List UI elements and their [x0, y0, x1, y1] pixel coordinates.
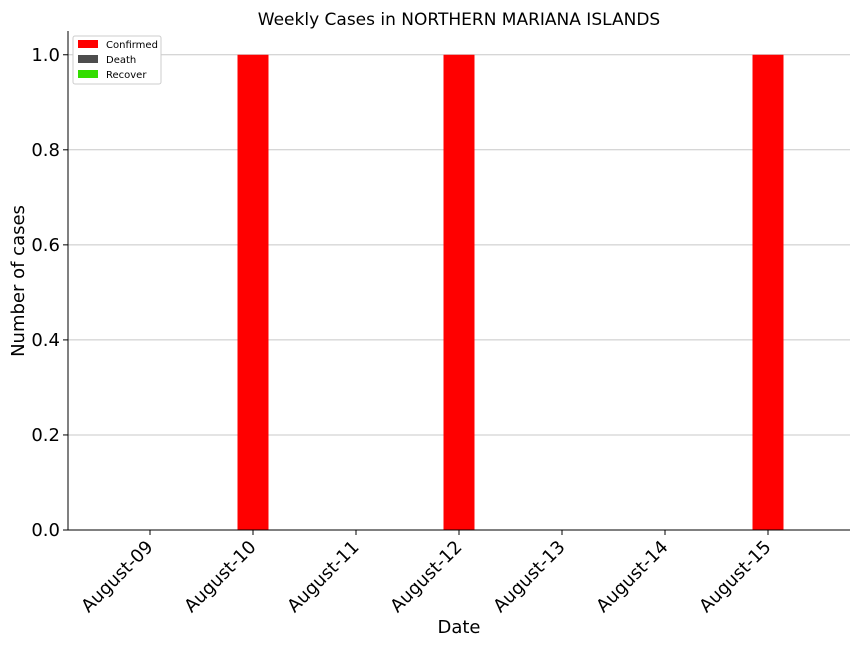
bar-confirmed-august-12 [443, 54, 475, 531]
bars [237, 54, 784, 531]
legend-label-confirmed: Confirmed [106, 40, 158, 51]
x-axis-label: Date [437, 617, 480, 638]
legend-swatch-recover [78, 70, 98, 78]
x-tick-label: August-15 [695, 537, 775, 617]
x-tick-label: August-09 [77, 537, 157, 617]
legend-swatch-death [78, 55, 98, 63]
y-tick-label: 1.0 [31, 45, 60, 66]
x-tick-label: August-11 [283, 537, 363, 617]
x-tick-label: August-14 [592, 537, 672, 617]
x-tick-label: August-12 [386, 537, 466, 617]
x-tick-label: August-10 [180, 537, 260, 617]
x-tick-label: August-13 [489, 537, 569, 617]
bar-confirmed-august-10 [237, 54, 269, 531]
legend-label-death: Death [106, 55, 136, 66]
x-ticks: August-09 August-10 August-11 August-12 Augu… [77, 530, 776, 617]
legend: Confirmed Death Recover [72, 35, 162, 85]
y-tick-label: 0.6 [31, 235, 60, 256]
chart-title: Weekly Cases in NORTHERN MARIANA ISLANDS [258, 10, 660, 30]
y-tick-label: 0.0 [31, 520, 60, 541]
y-tick-label: 0.2 [31, 425, 60, 446]
bar-confirmed-august-15 [752, 54, 784, 531]
legend-label-recover: Recover [106, 70, 147, 81]
y-tick-label: 0.4 [31, 330, 60, 351]
y-axis-label: Number of cases [8, 205, 29, 357]
legend-swatch-confirmed [78, 40, 98, 48]
y-ticks: 0.0 0.2 0.4 0.6 0.8 1.0 [31, 45, 68, 541]
y-tick-label: 0.8 [31, 140, 60, 161]
